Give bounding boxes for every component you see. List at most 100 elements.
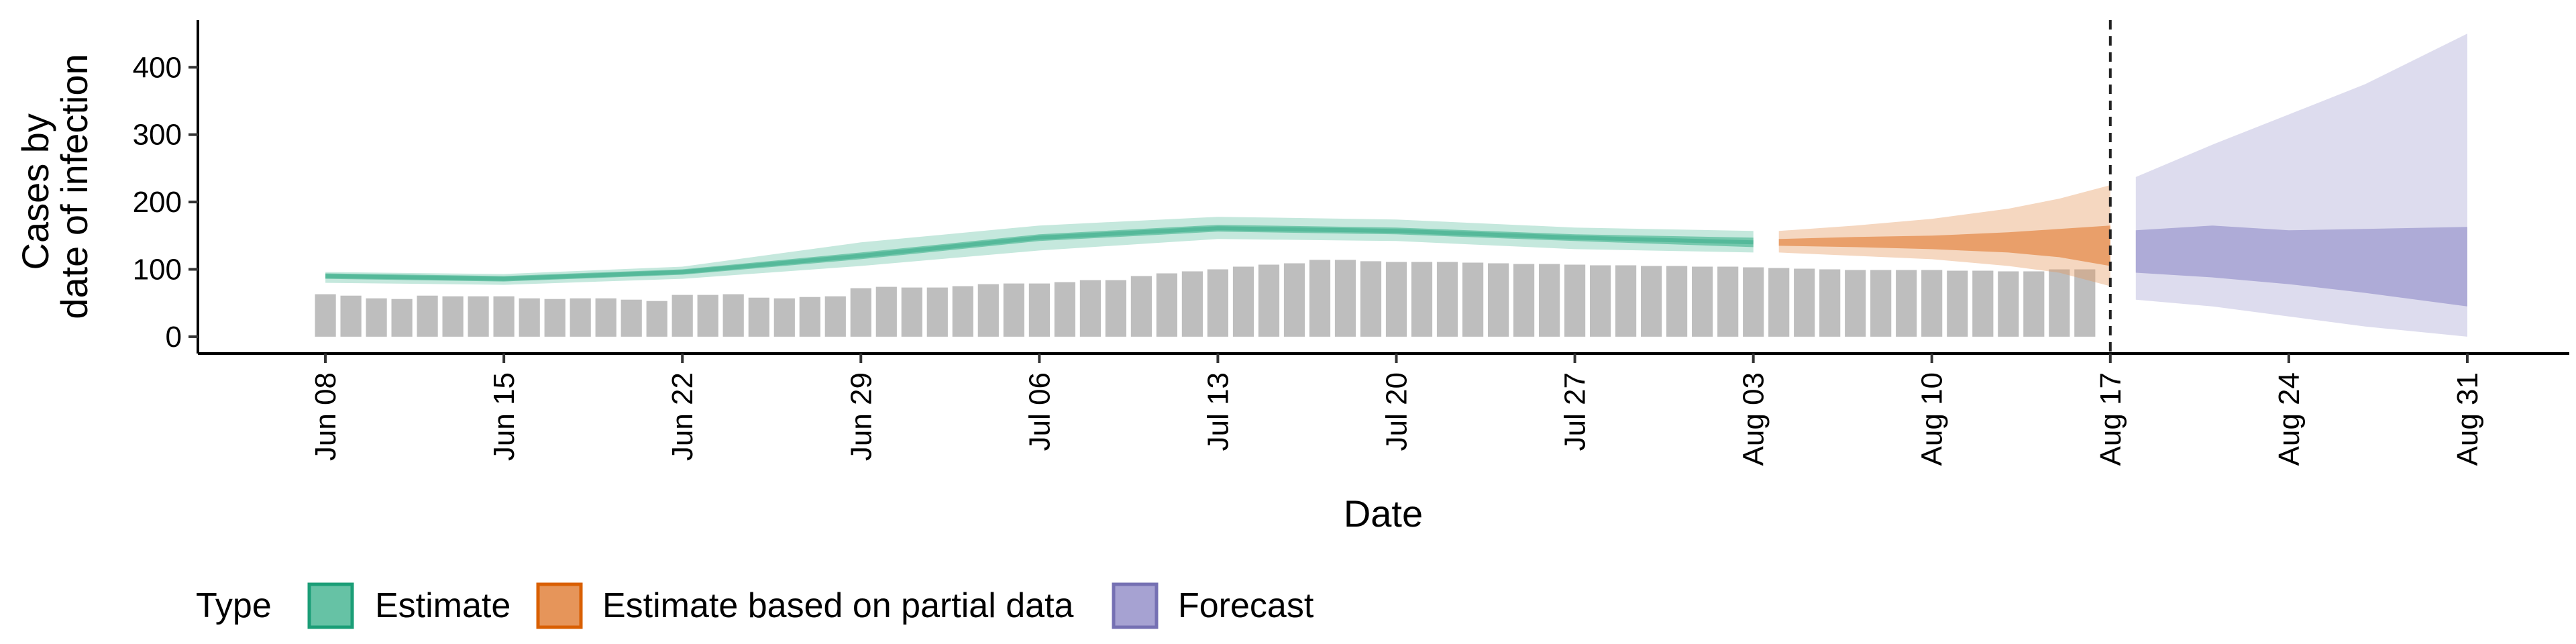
legend-key-forecast [1112, 582, 1159, 629]
y-axis-title-line-2: date of infection [53, 54, 95, 319]
y-tick-label: 200 [133, 186, 182, 219]
case-bar [1488, 263, 1509, 337]
x-ticks: Jun 08 Jun 15 Jun 22 Jun 29 Jul 06 Jul 13 Jul … [309, 354, 2484, 466]
case-bar [1615, 265, 1637, 337]
case-bar [1181, 271, 1203, 337]
case-bar [1794, 268, 1815, 337]
case-bar [315, 294, 336, 337]
y-tick-label: 300 [133, 119, 182, 152]
case-bar [646, 301, 667, 337]
case-bar [1130, 276, 1152, 337]
case-bar [1054, 282, 1075, 337]
case-bar [1156, 273, 1177, 337]
case-bar [1360, 261, 1382, 337]
case-bar [1436, 262, 1458, 337]
ribbons-layer [325, 34, 2467, 337]
legend-label-forecast: Forecast [1178, 586, 1314, 625]
legend-key-estimate [307, 582, 354, 629]
y-axis-title-line-1: Cases by [14, 113, 56, 270]
x-tick-label: Jul 06 [1023, 372, 1056, 451]
case-bar [1105, 280, 1126, 337]
x-tick-label: Jun 15 [488, 372, 521, 461]
case-bar [570, 298, 591, 337]
x-tick-label: Aug 10 [1916, 372, 1949, 466]
case-bar [1462, 262, 1484, 337]
case-bar [926, 287, 948, 337]
case-bar [2049, 269, 2070, 337]
y-tick-label: 400 [133, 51, 182, 84]
bars-layer [315, 260, 2096, 337]
y-axis-title: Cases by date of infection [14, 54, 95, 319]
x-tick-label: Aug 17 [2094, 372, 2127, 466]
case-bar [1870, 270, 1892, 337]
case-bar [1717, 266, 1739, 337]
plot-area [315, 20, 2467, 354]
case-bar [977, 284, 999, 337]
case-bar [1896, 270, 1917, 337]
case-bar [1641, 266, 1662, 337]
case-bar [1232, 266, 1254, 337]
case-bar [697, 294, 718, 337]
case-bar [340, 295, 362, 337]
x-tick-label: Jun 08 [309, 372, 342, 461]
case-bar [1768, 268, 1790, 337]
x-tick-label: Aug 03 [1737, 372, 1770, 466]
case-bar [901, 287, 922, 337]
case-bar [442, 296, 464, 337]
x-tick-label: Jul 13 [1201, 372, 1234, 451]
y-tick-label: 0 [166, 321, 182, 354]
legend-key-partial [536, 582, 583, 629]
x-tick-label: Aug 31 [2451, 372, 2484, 466]
case-bar [1411, 262, 1433, 337]
case-bar [1666, 266, 1688, 337]
case-bar [1564, 264, 1586, 337]
case-bar [2074, 269, 2096, 337]
case-bar [417, 295, 438, 337]
case-bar [722, 294, 744, 337]
case-bar [875, 286, 897, 337]
case-bar [1921, 270, 1943, 337]
case-bar [672, 294, 693, 337]
case-bar [1028, 283, 1050, 337]
case-bar [1590, 265, 1611, 337]
x-tick-label: Aug 24 [2273, 372, 2306, 466]
y-ticks: 0 100 200 300 400 [133, 51, 198, 354]
estimate-median-line [325, 226, 1754, 281]
case-bar [748, 297, 769, 337]
x-tick-label: Jul 20 [1381, 372, 1413, 451]
legend-label-estimate: Estimate [375, 586, 511, 625]
case-bar [1972, 270, 1994, 337]
case-bar [1947, 270, 1968, 337]
y-tick-label: 100 [133, 253, 182, 286]
estimate-based-on-partial-data-inner-interval [1778, 225, 2110, 266]
case-bar [1743, 267, 1764, 337]
case-bar [1819, 269, 1841, 337]
case-bar [1385, 262, 1407, 337]
case-bar [952, 286, 973, 337]
case-bar [1079, 280, 1101, 337]
case-bar [1003, 283, 1024, 337]
case-bar [1998, 271, 2019, 337]
case-bar [1513, 264, 1535, 337]
case-bar [850, 288, 871, 337]
case-bar [2023, 271, 2045, 337]
case-bar [1258, 264, 1280, 337]
case-bar [366, 298, 387, 337]
case-bar [621, 299, 642, 337]
case-bar [519, 298, 540, 337]
legend: Type Estimate Estimate based on partial … [196, 582, 1314, 629]
x-tick-label: Jun 22 [666, 372, 699, 461]
forecast-inner-interval [2135, 225, 2467, 307]
case-bar [1845, 270, 1866, 337]
case-bar [799, 297, 820, 337]
x-tick-label: Jun 29 [845, 372, 877, 461]
case-bar [493, 296, 515, 337]
x-tick-label: Jul 27 [1559, 372, 1592, 451]
case-bar [1283, 263, 1305, 337]
case-bar [1692, 266, 1713, 337]
case-bar [773, 298, 795, 337]
case-bar [1207, 269, 1228, 337]
case-bar [1309, 260, 1331, 337]
